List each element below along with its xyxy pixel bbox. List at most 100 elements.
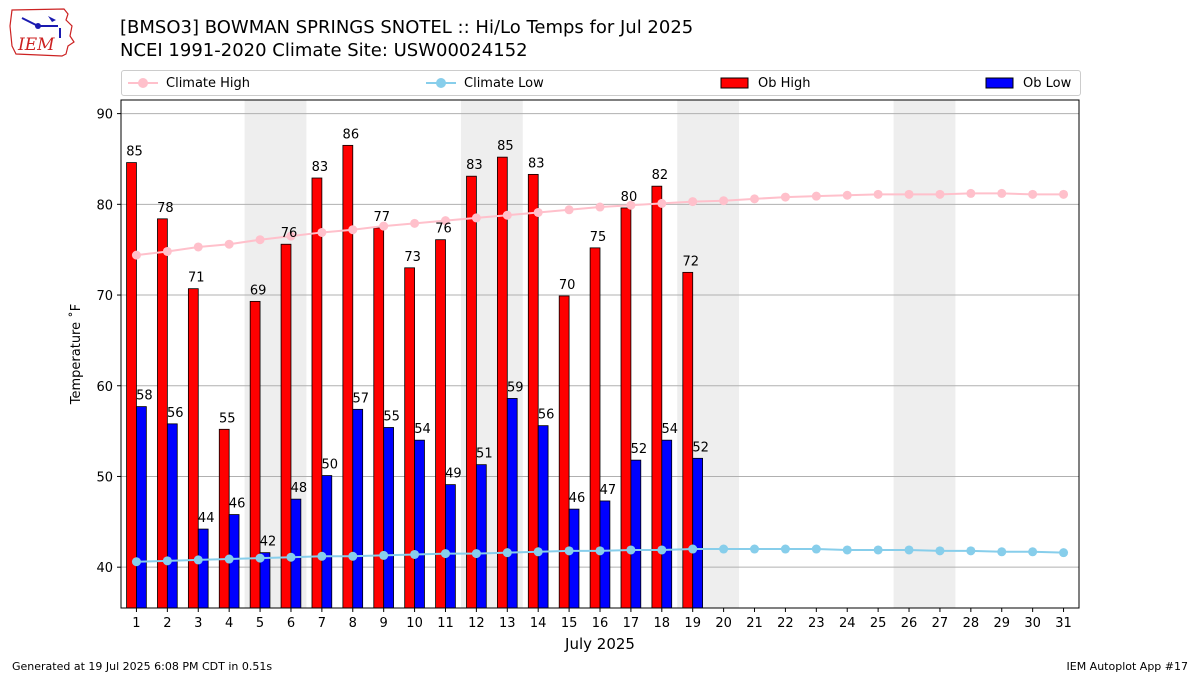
x-tick-label: 4 bbox=[225, 616, 233, 631]
x-tick-label: 20 bbox=[715, 616, 732, 631]
climate-low-point bbox=[471, 549, 481, 559]
ob-low-label: 56 bbox=[167, 406, 184, 421]
ob-high-bar bbox=[497, 156, 508, 609]
x-tick-label: 31 bbox=[1055, 616, 1072, 631]
ob-low-bar bbox=[414, 439, 425, 609]
climate-low-point bbox=[379, 550, 389, 560]
climate-low-point bbox=[966, 546, 976, 556]
ob-high-bar bbox=[157, 218, 168, 609]
ob-low-label: 49 bbox=[445, 467, 462, 482]
ob-low-label: 51 bbox=[476, 447, 493, 462]
x-tick-label: 1 bbox=[132, 616, 140, 631]
climate-low-point bbox=[502, 548, 512, 558]
x-tick-label: 25 bbox=[870, 616, 887, 631]
ob-low-bar bbox=[568, 508, 580, 609]
x-tick-label: 5 bbox=[256, 616, 264, 631]
x-tick-label: 26 bbox=[901, 616, 918, 631]
climate-high-point bbox=[286, 231, 296, 241]
legend-ob-high: Ob High bbox=[720, 71, 811, 95]
ob-high-label: 75 bbox=[590, 230, 607, 245]
ob-high-bar bbox=[218, 428, 230, 609]
ob-low-bar bbox=[321, 475, 333, 609]
ob-low-bar bbox=[475, 464, 487, 609]
climate-high-point bbox=[935, 189, 945, 199]
ob-high-label: 77 bbox=[373, 210, 390, 225]
x-tick-label: 30 bbox=[1024, 616, 1041, 631]
climate-high-point bbox=[688, 197, 698, 207]
ob-high-bar bbox=[651, 185, 663, 609]
ob-low-bar bbox=[506, 398, 518, 609]
climate-high-point bbox=[750, 194, 760, 204]
climate-low-point bbox=[533, 547, 543, 557]
footer-app-text: IEM Autoplot App #17 bbox=[1066, 660, 1189, 673]
climate-low-point bbox=[657, 545, 667, 555]
x-tick-label: 2 bbox=[163, 616, 171, 631]
ob-high-bar bbox=[466, 175, 477, 609]
ob-low-bar bbox=[136, 406, 147, 609]
climate-high-point bbox=[410, 218, 420, 228]
climate-high-point bbox=[564, 205, 574, 215]
climate-high-point bbox=[1028, 189, 1038, 199]
climate-high-point bbox=[502, 210, 512, 220]
x-tick-label: 8 bbox=[349, 616, 357, 631]
x-tick-label: 29 bbox=[993, 616, 1010, 631]
ob-high-bar bbox=[558, 295, 570, 609]
iem-logo: IEM bbox=[8, 6, 80, 58]
x-tick-label: 9 bbox=[380, 616, 388, 631]
y-tick-label: 50 bbox=[96, 470, 113, 485]
x-tick-label: 27 bbox=[932, 616, 949, 631]
y-tick-label: 70 bbox=[96, 289, 113, 304]
ob-low-label: 48 bbox=[291, 481, 308, 496]
x-tick-label: 13 bbox=[499, 616, 516, 631]
x-tick-label: 6 bbox=[287, 616, 295, 631]
ob-high-bar bbox=[527, 173, 539, 609]
ob-low-bar bbox=[383, 427, 394, 609]
chart-subtitle: NCEI 1991-2020 Climate Site: USW00024152 bbox=[120, 40, 528, 61]
climate-high-point bbox=[626, 200, 636, 210]
ob-high-label: 71 bbox=[188, 271, 205, 286]
ob-low-label: 47 bbox=[600, 483, 617, 498]
x-tick-label: 11 bbox=[437, 616, 454, 631]
weekend-shade bbox=[893, 100, 956, 608]
climate-low-point bbox=[904, 545, 914, 555]
ob-low-bar bbox=[197, 528, 209, 609]
ob-high-label: 83 bbox=[312, 160, 329, 175]
climate-low-point bbox=[1028, 547, 1038, 557]
x-tick-label: 21 bbox=[746, 616, 763, 631]
x-tick-label: 14 bbox=[530, 616, 547, 631]
climate-low-point bbox=[811, 544, 821, 554]
ob-high-label: 85 bbox=[497, 139, 514, 154]
x-tick-label: 22 bbox=[777, 616, 794, 631]
climate-low-point bbox=[131, 557, 141, 567]
legend-climate-high-label: Climate High bbox=[166, 75, 251, 91]
climate-low-point bbox=[935, 546, 945, 556]
climate-low-point bbox=[193, 555, 203, 565]
x-tick-label: 16 bbox=[592, 616, 609, 631]
climate-low-point bbox=[626, 545, 636, 555]
y-tick-label: 90 bbox=[96, 108, 113, 123]
x-tick-label: 3 bbox=[194, 616, 202, 631]
ob-low-bar bbox=[661, 439, 673, 609]
y-tick-label: 60 bbox=[96, 380, 113, 395]
climate-low-point bbox=[286, 552, 296, 562]
climate-high-point bbox=[1059, 189, 1069, 199]
ob-high-label: 76 bbox=[281, 226, 298, 241]
y-axis-label: Temperature ˚F bbox=[68, 304, 84, 405]
climate-low-point bbox=[842, 545, 852, 555]
ob-high-label: 69 bbox=[250, 283, 267, 298]
climate-high-point bbox=[255, 235, 265, 245]
ob-low-bar bbox=[630, 459, 642, 609]
climate-low-point bbox=[348, 551, 358, 561]
climate-high-point bbox=[317, 227, 327, 237]
ob-high-label: 72 bbox=[682, 254, 699, 269]
x-tick-label: 24 bbox=[839, 616, 856, 631]
climate-low-point bbox=[595, 546, 605, 556]
climate-low-point bbox=[317, 551, 327, 561]
climate-low-point bbox=[997, 547, 1007, 557]
x-tick-label: 12 bbox=[468, 616, 485, 631]
ob-high-bar bbox=[311, 177, 323, 609]
x-tick-label: 19 bbox=[684, 616, 701, 631]
climate-low-point bbox=[719, 544, 729, 554]
climate-low-point bbox=[1059, 548, 1069, 558]
